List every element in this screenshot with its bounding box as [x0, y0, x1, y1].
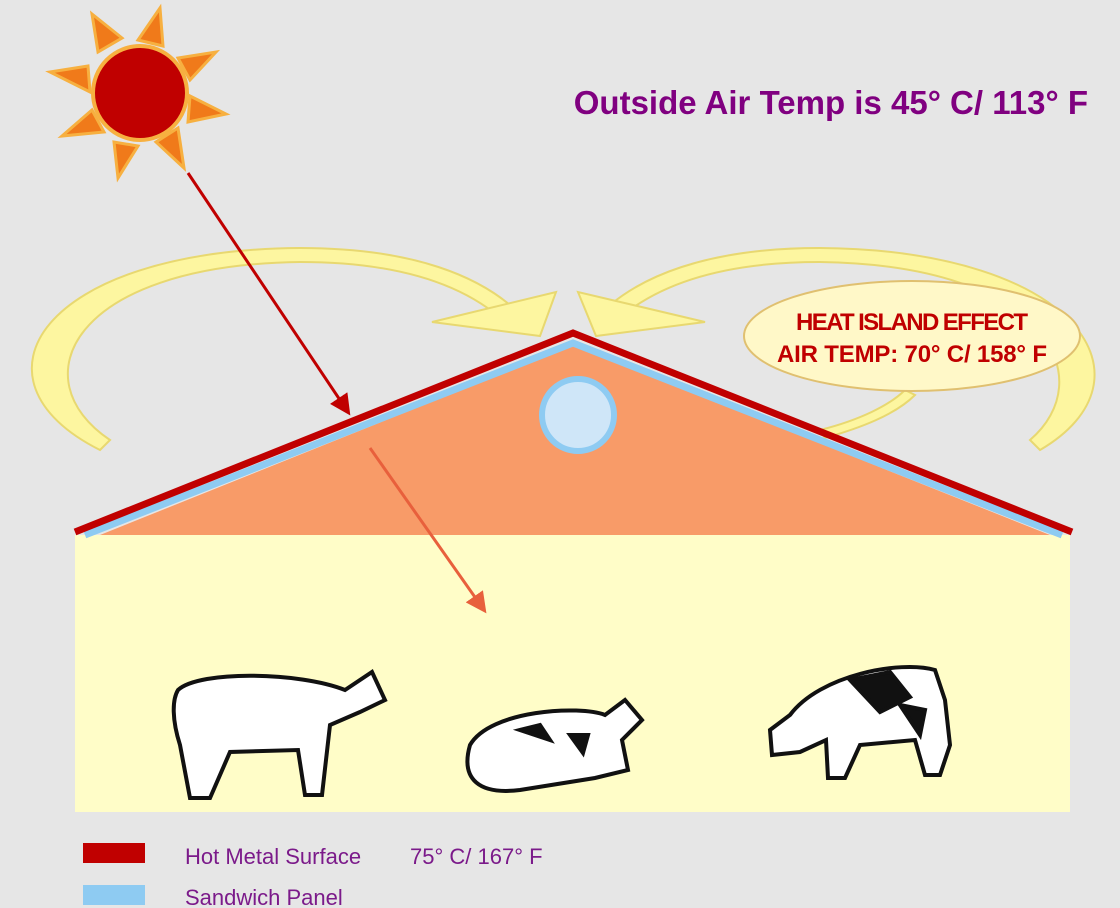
legend-temp: 75° C/ 167° F	[410, 844, 543, 869]
legend-swatch-sandwich-panel	[83, 885, 145, 905]
heat-island-bubble	[744, 281, 1080, 391]
legend-label: Hot Metal Surface	[185, 844, 361, 869]
legend-swatch-hot-metal	[83, 843, 145, 863]
legend-label: Sandwich Panel	[185, 885, 343, 908]
diagram: Outside Air Temp is 45° C/ 113° F HEAT I…	[0, 0, 1120, 908]
title: Outside Air Temp is 45° C/ 113° F	[574, 84, 1088, 121]
heat-island-title: HEAT ISLAND EFFECT	[796, 309, 1028, 336]
vent-window	[542, 379, 614, 451]
heat-island-temp: AIR TEMP: 70° C/ 158° F	[777, 341, 1047, 368]
page: {"title": "Outside Air Temp is 45° C/ 11…	[0, 0, 1120, 908]
sun	[93, 46, 187, 140]
